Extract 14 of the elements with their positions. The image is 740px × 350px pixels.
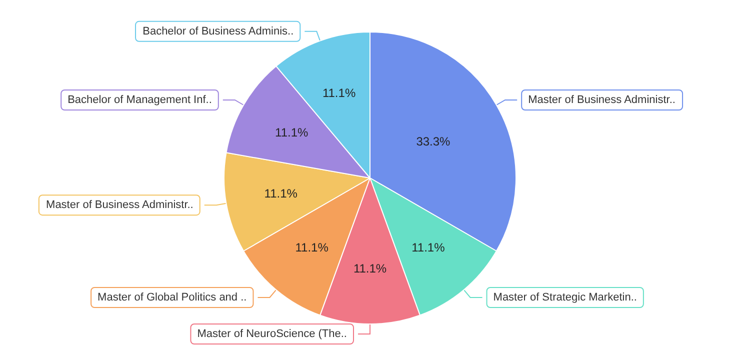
slice-label: Master of Strategic Marketin.. — [493, 292, 637, 304]
data-label: 11.1% — [353, 262, 387, 276]
data-label: 11.1% — [322, 86, 356, 100]
data-label: 11.1% — [264, 186, 298, 201]
data-label: 11.1% — [275, 126, 308, 140]
data-label: 33.3% — [416, 134, 451, 148]
slice-label: Bachelor of Business Adminis.. — [142, 25, 294, 38]
slice-label: Master of NeuroScience (The.. — [197, 328, 347, 340]
data-label: 11.1% — [412, 240, 446, 254]
data-label: 11.1% — [295, 240, 329, 254]
slice-label: Master of Business Administr.. — [528, 94, 676, 106]
slice-label: Bachelor of Management Inf.. — [68, 94, 212, 106]
slice-label: Master of Global Politics and .. — [98, 292, 247, 304]
slice-label: Master of Business Administr.. — [46, 199, 194, 212]
